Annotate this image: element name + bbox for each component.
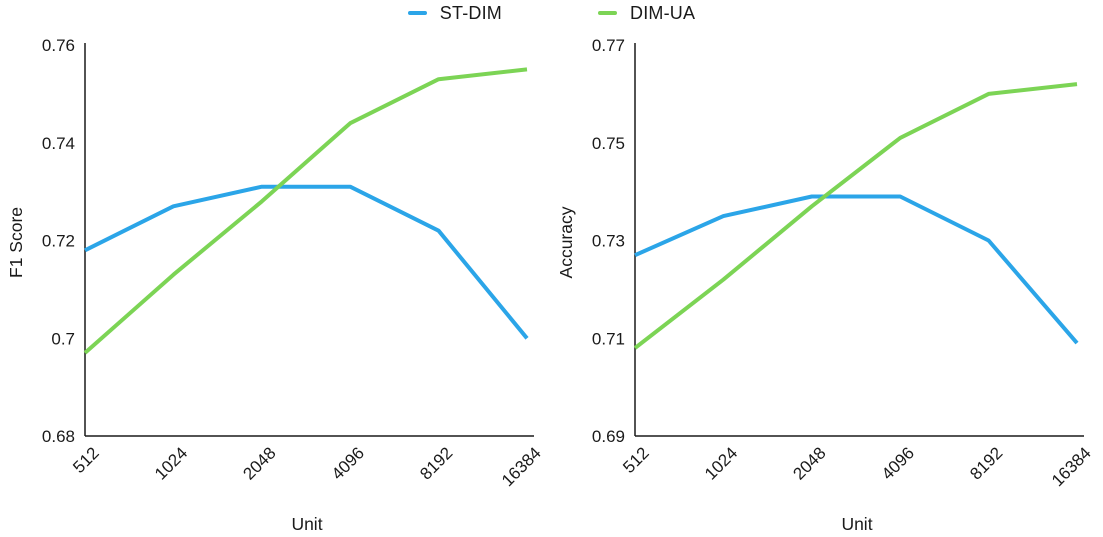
- dim-ua-line: [633, 82, 1078, 350]
- x-tick-label: 1024: [701, 443, 741, 483]
- f1-score-chart: 0.68 0.7 0.72 0.74 0.76 512 1024 2048 4096 8192 16…: [6, 36, 545, 534]
- y-tick-label: 0.72: [42, 232, 75, 251]
- x-tick-label: 1024: [151, 443, 191, 483]
- st-dim-line: [84, 184, 529, 340]
- legend-item-dim-ua: DIM-UA: [598, 3, 695, 24]
- y-axis-title: F1 Score: [6, 207, 26, 278]
- y-tick-label: 0.74: [42, 134, 75, 153]
- y-tick-label: 0.76: [42, 36, 75, 55]
- x-tick-label: 512: [69, 443, 102, 476]
- y-axis-title: Accuracy: [556, 206, 576, 278]
- y-tick-label: 0.68: [42, 427, 75, 446]
- x-tick-label: 16384: [1048, 443, 1095, 490]
- x-axis-title: Unit: [291, 514, 322, 534]
- x-tick-label: 2048: [789, 443, 829, 483]
- legend: ST-DIM DIM-UA: [0, 0, 1103, 26]
- x-tick-label: 8192: [966, 443, 1006, 483]
- y-tick-label: 0.73: [592, 232, 625, 251]
- x-tick-label: 8192: [416, 443, 456, 483]
- legend-item-st-dim: ST-DIM: [407, 2, 502, 24]
- x-tick-label: 16384: [498, 443, 545, 490]
- y-tick-label: 0.71: [592, 329, 625, 348]
- x-tick-label: 4096: [328, 443, 368, 483]
- y-tick-label: 0.77: [592, 36, 625, 55]
- st-dim-line: [634, 194, 1079, 345]
- x-axis-title: Unit: [841, 514, 872, 534]
- dim-ua-line: [83, 67, 528, 355]
- dim-ua-line-marker-icon: [598, 11, 617, 15]
- y-tick-label: 0.69: [592, 427, 625, 446]
- y-tick-label: 0.7: [51, 329, 75, 348]
- st-dim-legend-label: ST-DIM: [439, 2, 502, 23]
- dim-ua-legend-label: DIM-UA: [630, 2, 696, 23]
- accuracy-chart: 0.69 0.71 0.73 0.75 0.77 512 1024 2048 4096 8192 1…: [556, 36, 1095, 534]
- y-tick-label: 0.75: [592, 134, 625, 153]
- st-dim-line-marker-icon: [407, 11, 427, 15]
- x-tick-label: 512: [619, 443, 652, 476]
- x-tick-label: 4096: [878, 443, 918, 483]
- x-tick-label: 2048: [239, 443, 279, 483]
